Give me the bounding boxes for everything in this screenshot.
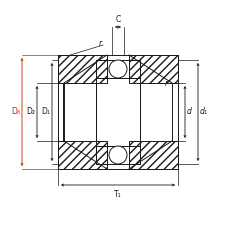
Bar (58, 83, 63, 141)
Bar (58, 83, 63, 141)
Bar (58, 141, 106, 169)
Bar (128, 146, 139, 164)
Text: D₁: D₁ (41, 108, 50, 116)
Bar (128, 60, 139, 78)
Bar (95, 146, 106, 164)
Text: D₂: D₂ (26, 108, 35, 116)
Text: d: d (186, 108, 191, 116)
Text: d₁: d₁ (199, 108, 207, 116)
Bar (95, 78, 139, 146)
Bar (128, 141, 177, 169)
Text: D₈: D₈ (11, 108, 20, 116)
Text: r: r (98, 39, 101, 47)
Bar (58, 55, 106, 83)
Circle shape (109, 60, 126, 78)
Text: C: C (115, 15, 120, 24)
Text: T₁: T₁ (114, 190, 121, 199)
Text: r: r (164, 79, 167, 89)
Bar (95, 60, 106, 78)
Bar (128, 55, 177, 83)
Circle shape (109, 146, 126, 164)
